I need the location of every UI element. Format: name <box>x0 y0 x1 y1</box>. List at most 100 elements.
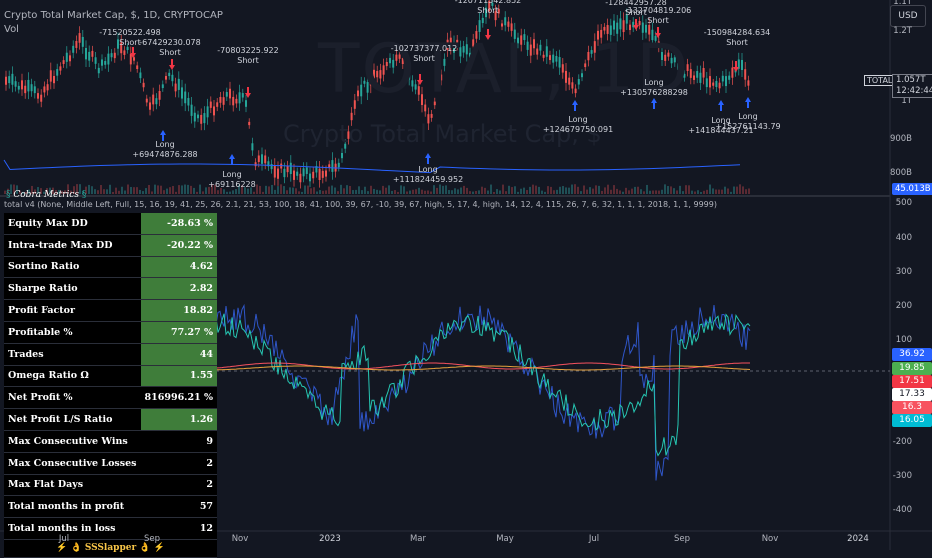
volume-bar <box>652 190 654 194</box>
volume-bar <box>253 191 255 194</box>
candle-body <box>517 37 519 44</box>
candle-body <box>177 78 180 90</box>
volume-bar <box>556 189 558 194</box>
indicator-value-tag: 36.92 <box>892 348 932 361</box>
metric-label: Equity Max DD <box>4 213 141 235</box>
candle-body <box>747 80 750 86</box>
candle-body <box>245 100 247 107</box>
metric-value: 4.62 <box>140 256 218 279</box>
candle-body <box>56 69 59 76</box>
candle-body <box>347 131 350 139</box>
volume-bar <box>265 185 267 194</box>
volume-bar <box>475 190 477 194</box>
candle-body <box>30 84 33 92</box>
trade-label: Long +124679750.091 <box>543 115 613 135</box>
volume-bar <box>7 188 9 194</box>
trade-value: -132704819.206 <box>624 6 692 15</box>
price-tick: 900B <box>889 134 912 144</box>
volume-bar <box>442 185 444 194</box>
candle-body <box>737 59 740 69</box>
indicator-tick: 400 <box>895 233 912 243</box>
indicator-value-tag: 17.51 <box>892 375 932 388</box>
candle-body <box>264 155 267 164</box>
volume-bar <box>274 189 276 194</box>
candle-body <box>625 14 628 24</box>
candle-body <box>174 83 177 92</box>
metric-label: Max Consecutive Losses <box>4 452 141 475</box>
volume-bar <box>460 187 462 194</box>
candle-body <box>46 84 49 91</box>
volume-bar <box>10 184 12 194</box>
volume-bar <box>559 186 561 194</box>
volume-bar <box>550 186 552 194</box>
candle-body <box>651 29 654 41</box>
candle-body <box>133 57 135 61</box>
candle-body <box>417 86 420 95</box>
candle-body <box>168 72 171 77</box>
volume-bar <box>499 190 501 194</box>
candle-body <box>248 121 251 126</box>
candle-body <box>366 82 369 93</box>
candle-body <box>385 62 388 67</box>
candle-body <box>155 98 158 105</box>
trade-value: +124679750.091 <box>542 125 614 134</box>
currency-button[interactable]: USD <box>890 5 926 27</box>
candle-body <box>744 69 747 80</box>
metric-label: Net Profit % <box>4 386 141 410</box>
trade-value: -150984284.634 <box>703 28 771 37</box>
candle-body <box>200 114 203 124</box>
trade-value: +152761143.79 <box>715 122 781 131</box>
volume-bar <box>733 186 735 194</box>
candle-body <box>523 34 526 41</box>
trade-side: Long <box>738 112 758 121</box>
candle-body <box>574 88 577 94</box>
symbol-header[interactable]: Crypto Total Market Cap, $, 1D, CRYPTOCA… <box>4 10 223 21</box>
volume-bar <box>538 186 540 194</box>
candle-body <box>485 7 487 18</box>
candle-body <box>689 69 692 78</box>
volume-bar <box>739 184 741 194</box>
candle-body <box>398 54 401 59</box>
candle-body <box>229 88 231 99</box>
long-arrow-icon <box>229 154 235 165</box>
volume-legend[interactable]: Vol <box>4 24 19 35</box>
candle-body <box>414 84 417 90</box>
candle-body <box>299 173 302 183</box>
candle-body <box>648 24 651 35</box>
indicator-tick: -300 <box>892 471 912 481</box>
candle-body <box>693 75 695 80</box>
volume-bar <box>34 189 36 194</box>
candle-body <box>427 114 430 124</box>
candle-body <box>85 48 87 60</box>
volume-bar <box>232 190 234 194</box>
candle-body <box>53 75 55 84</box>
candle-body <box>497 8 500 14</box>
candle-body <box>395 54 398 61</box>
volume-bar <box>181 185 183 194</box>
short-arrow-icon <box>417 74 423 85</box>
candle-body <box>421 94 423 106</box>
volume-bar <box>22 191 24 194</box>
volume-bar <box>496 189 498 194</box>
volume-bar <box>466 187 468 194</box>
volume-bar <box>61 190 63 194</box>
volume-bar <box>49 187 51 194</box>
volume-bar <box>535 185 537 194</box>
volume-bar <box>571 184 573 194</box>
trade-label: -67429230.078 Short <box>139 38 200 58</box>
snake-icon: § <box>6 190 11 200</box>
candle-body <box>97 67 100 74</box>
volume-bar <box>247 188 249 194</box>
volume-bar <box>430 191 432 194</box>
volume-bar <box>202 191 204 194</box>
candle-body <box>142 82 145 88</box>
volume-bar <box>109 184 111 194</box>
candle-body <box>17 85 20 90</box>
volume-bar <box>421 189 423 194</box>
volume-bar <box>484 187 486 194</box>
short-arrow-icon <box>485 29 491 40</box>
indicator-line-teal <box>173 313 751 457</box>
volume-bar <box>502 184 504 194</box>
indicator-legend[interactable]: total v4 (None, Middle Left, Full, 15, 1… <box>4 200 717 209</box>
